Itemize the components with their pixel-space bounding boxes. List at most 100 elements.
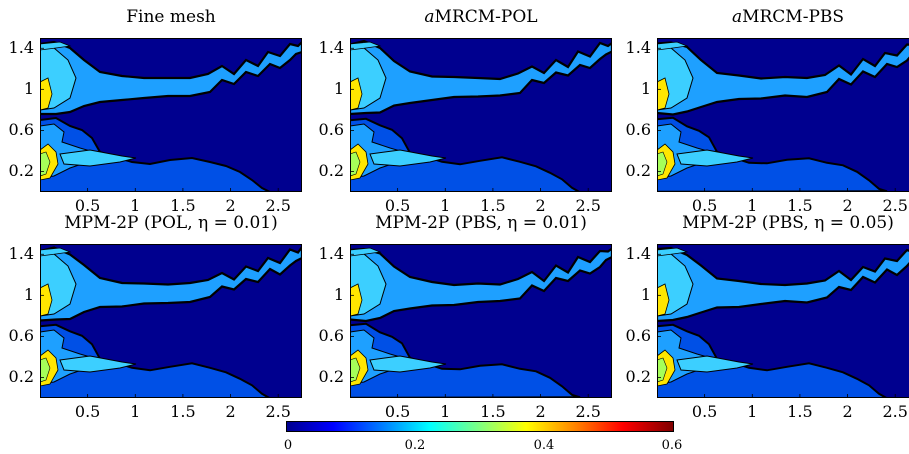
contour-upper-channel	[350, 39, 612, 116]
y-tick-label: 0.6	[625, 120, 651, 140]
contour-upper-top	[350, 247, 382, 257]
contour-upper-peak	[350, 77, 363, 111]
contour-upper-peak	[657, 283, 670, 317]
x-tick-label: 2.5	[575, 402, 601, 421]
contour-lower-channel	[40, 323, 272, 398]
contour-upper-peak	[657, 77, 670, 111]
x-tick-label: 2.5	[265, 196, 291, 215]
y-tick-label: 1.4	[318, 244, 344, 264]
y-tick-label: 1.4	[8, 244, 34, 264]
y-tick-label: 1	[23, 79, 34, 99]
y-tick-label: 0.6	[8, 120, 34, 140]
y-tick-label: 0.6	[8, 326, 34, 346]
contour-upper-top	[657, 41, 689, 51]
heatmap-plot	[40, 38, 302, 192]
panel-title: MPM-2P (PBS, η = 0.01)	[350, 212, 612, 234]
contour-lower-core	[350, 151, 361, 177]
x-tick-label: 2	[225, 196, 236, 215]
x-tick-label: 2	[225, 402, 236, 421]
panel-title-italic: a	[424, 7, 435, 27]
y-tick-label: 0.6	[318, 120, 344, 140]
y-tick-label: 1.4	[8, 38, 34, 58]
x-tick-label: 2	[535, 402, 546, 421]
y-tick-label: 1	[333, 79, 344, 99]
x-tick-label: 2	[842, 402, 853, 421]
colorbar	[286, 421, 674, 432]
y-tick-label: 0.6	[625, 326, 651, 346]
contour-upper-top	[40, 247, 72, 257]
x-tick-label: 1.5	[480, 196, 506, 215]
panel-5: MPM-2P (PBS, η = 0.01) 1.4 1 0.6 0.2 0.5 1 1.5 2…	[310, 212, 612, 420]
heatmap-plot	[350, 38, 612, 192]
y-tick-label: 1.4	[318, 38, 344, 58]
panel-title: MPM-2P (PBS, η = 0.05)	[657, 212, 909, 234]
colorbar-tick-2: 0.4	[533, 438, 555, 453]
x-tick-label: 1.5	[787, 402, 813, 421]
panel-title: Fine mesh	[40, 6, 302, 28]
y-tick-label: 0.2	[8, 367, 34, 387]
contour-lower-core	[40, 357, 51, 383]
x-tick-label: 1.5	[787, 196, 813, 215]
contour-upper-top	[350, 41, 382, 51]
x-tick-label: 1	[130, 402, 141, 421]
contour-lower-jet	[676, 355, 754, 373]
colorbar-tick-0: 0	[283, 438, 293, 453]
contour-lower-channel	[350, 117, 582, 192]
contour-lower-core	[40, 151, 51, 177]
x-tick-label: 1	[440, 196, 451, 215]
x-tick-label: 1.5	[170, 402, 196, 421]
x-tick-label: 0.5	[691, 196, 718, 215]
contour-upper-peak	[350, 283, 363, 317]
contour-upper-top	[40, 41, 72, 51]
x-tick-label: 2.5	[882, 402, 908, 421]
colorbar-tick-3: 0.6	[661, 438, 683, 453]
panel-title-text: MPM-2P (POL, η = 0.01)	[64, 213, 278, 233]
x-tick-label: 1.5	[170, 196, 196, 215]
y-tick-label: 0.2	[625, 367, 651, 387]
colorbar-tick-1: 0.2	[404, 438, 426, 453]
contour-upper-peak	[40, 77, 53, 111]
y-tick-label: 0.2	[625, 161, 651, 181]
y-tick-label: 1	[640, 285, 651, 305]
panel-title: MPM-2P (POL, η = 0.01)	[40, 212, 302, 234]
x-tick-label: 1	[130, 196, 141, 215]
axis-frame	[350, 244, 612, 398]
contour-lower-jet	[369, 355, 447, 373]
contour-lower-jet	[59, 149, 137, 167]
x-tick-label: 0.5	[691, 402, 718, 421]
y-tick-label: 1	[333, 285, 344, 305]
contour-upper-channel	[40, 245, 302, 322]
axis-frame	[657, 244, 909, 398]
y-tick-label: 1.4	[625, 244, 651, 264]
panel-title: aMRCM-PBS	[657, 6, 909, 28]
panel-6: MPM-2P (PBS, η = 0.05) 1.4 1 0.6 0.2 0.5 1 1.5 2…	[617, 212, 909, 420]
contour-lower-channel	[40, 116, 271, 192]
y-tick-label: 1	[23, 285, 34, 305]
panel-4: MPM-2P (POL, η = 0.01) 1.4 1 0.6 0.2 0.5 1 1.5 2…	[0, 212, 302, 420]
x-tick-label: 1	[747, 402, 758, 421]
panel-title-text: MRCM-POL	[434, 7, 538, 27]
panel-title: aMRCM-POL	[350, 6, 612, 28]
axis-frame	[350, 38, 612, 192]
contour-lower-jet	[369, 149, 447, 167]
x-tick-label: 2	[535, 196, 546, 215]
contour-upper-channel	[350, 247, 612, 323]
heatmap-plot	[40, 244, 302, 398]
x-tick-label: 2.5	[575, 196, 601, 215]
y-tick-label: 0.2	[318, 367, 344, 387]
panel-title-italic: a	[731, 7, 743, 27]
panel-title-text: Fine mesh	[126, 7, 216, 27]
x-tick-label: 1	[747, 196, 758, 215]
contour-upper-top	[657, 247, 689, 257]
x-tick-label: 1	[440, 402, 451, 421]
x-tick-label: 0.5	[384, 402, 411, 421]
contour-lower-channel	[657, 116, 888, 192]
contour-upper-channel	[657, 246, 909, 323]
x-tick-label: 2	[842, 196, 853, 215]
axis-frame	[40, 244, 302, 398]
contour-lower-channel	[657, 323, 889, 398]
y-tick-label: 0.2	[8, 161, 34, 181]
contour-lower-core	[657, 151, 668, 177]
x-tick-label: 0.5	[74, 196, 101, 215]
x-tick-label: 0.5	[74, 402, 101, 421]
